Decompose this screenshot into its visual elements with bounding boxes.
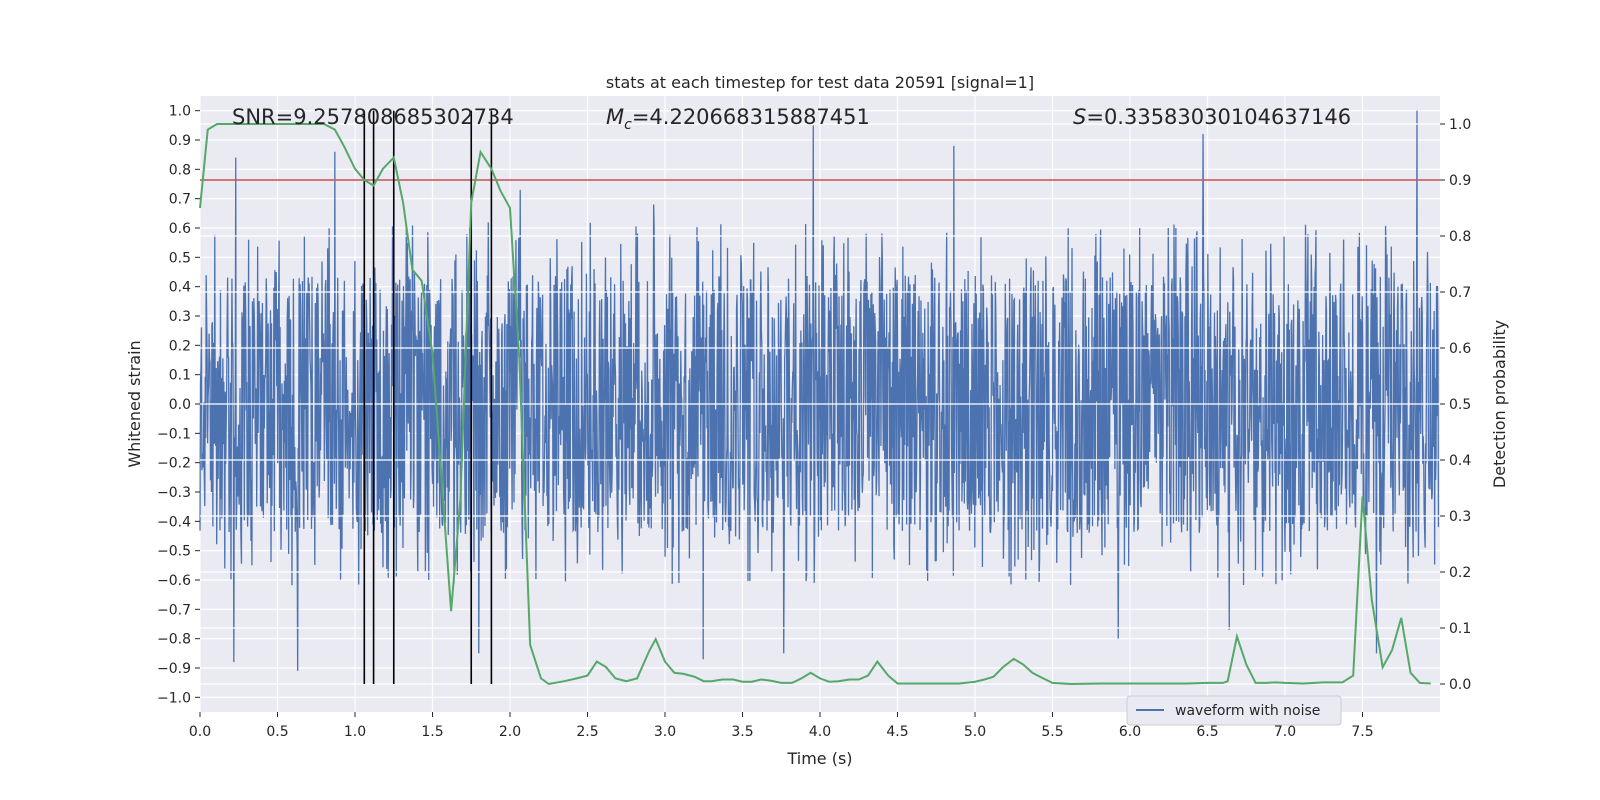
- mc-value: =4.220668315887451: [632, 105, 870, 129]
- x-tick-label: 2.5: [576, 724, 598, 740]
- x-tick-label: 3.5: [731, 724, 753, 740]
- y2-tick-label: 0.8: [1449, 229, 1471, 245]
- probability-line: [199, 123, 1431, 686]
- y2-tick-label: 0.9: [1449, 173, 1471, 189]
- chart-title: stats at each timestep for test data 205…: [606, 73, 1034, 92]
- y2-axis-ticks: 0.0 0.1 0.2 0.3 0.4 0.5 0.6 0.7 0.8 0.9 1.0: [1440, 117, 1471, 693]
- x-tick-label: 1.0: [344, 724, 366, 740]
- y2-tick-label: 0.1: [1449, 621, 1471, 637]
- waveform-line: [199, 110, 1440, 671]
- y-tick-label: −0.2: [157, 456, 191, 472]
- y2-tick-label: 0.0: [1449, 677, 1471, 693]
- y-tick-label: 0.7: [169, 192, 191, 208]
- y-tick-label: −0.8: [157, 632, 191, 648]
- probability-series: [199, 123, 1431, 686]
- y2-tick-label: 0.7: [1449, 285, 1471, 301]
- y-axis-label: Whitened strain: [125, 340, 144, 467]
- y-tick-label: 0.6: [169, 221, 191, 237]
- x-tick-label: 0.0: [189, 724, 211, 740]
- y2-tick-label: 0.2: [1449, 565, 1471, 581]
- x-tick-label: 0.5: [266, 724, 288, 740]
- y2-tick-label: 0.3: [1449, 509, 1471, 525]
- x-tick-label: 3.0: [654, 724, 676, 740]
- y-tick-label: −0.4: [157, 514, 191, 530]
- y-tick-label: −0.1: [157, 426, 191, 442]
- legend: waveform with noise: [1126, 695, 1342, 726]
- y-tick-label: 0.9: [169, 133, 191, 149]
- y-tick-label: 0.8: [169, 162, 191, 178]
- y2-axis-label: Detection probability: [1490, 320, 1509, 488]
- legend-box: [1126, 695, 1342, 726]
- y-tick-label: 0.1: [169, 368, 191, 384]
- y-tick-label: 0.0: [169, 397, 191, 413]
- y2-tick-label: 0.4: [1449, 453, 1471, 469]
- x-tick-label: 6.0: [1119, 724, 1141, 740]
- x-tick-label: 6.5: [1196, 724, 1218, 740]
- y-tick-label: 1.0: [169, 104, 191, 120]
- x-tick-label: 5.5: [1041, 724, 1063, 740]
- x-axis-ticks: 0.0 0.5 1.0 1.5 2.0 2.5 3.0 3.5 4.0 4.5 5.0 5.5 6.0 6…: [189, 712, 1374, 740]
- y-tick-label: −0.3: [157, 485, 191, 501]
- s-value: =0.33583030104637146: [1086, 105, 1351, 129]
- mc-subscript: c: [624, 117, 632, 133]
- legend-label: waveform with noise: [1175, 703, 1320, 719]
- y-tick-label: 0.4: [169, 280, 191, 296]
- mc-annotation: Mc=4.220668315887451: [606, 105, 870, 133]
- y-tick-label: 0.5: [169, 250, 191, 266]
- y-axis-ticks: −1.0 −0.9 −0.8 −0.7 −0.6 −0.5 −0.4 −0.3 −0.2 −0.1…: [157, 104, 200, 706]
- x-tick-label: 4.5: [886, 724, 908, 740]
- y2-tick-label: 1.0: [1449, 117, 1471, 133]
- x-tick-label: 1.5: [421, 724, 443, 740]
- x-tick-label: 7.5: [1351, 724, 1373, 740]
- mc-symbol: M: [606, 105, 624, 129]
- snr-annotation: SNR=9.257808685302734: [232, 105, 514, 129]
- s-symbol: S: [1073, 105, 1086, 129]
- y-tick-label: −0.7: [157, 602, 191, 618]
- waveform-series: [199, 110, 1440, 671]
- y-tick-label: −1.0: [157, 690, 191, 706]
- x-tick-label: 5.0: [964, 724, 986, 740]
- y-tick-label: −0.9: [157, 661, 191, 677]
- y-tick-label: −0.6: [157, 573, 191, 589]
- y-tick-label: 0.2: [169, 338, 191, 354]
- y2-tick-label: 0.5: [1449, 397, 1471, 413]
- y-tick-label: −0.5: [157, 544, 191, 560]
- y-tick-label: 0.3: [169, 309, 191, 325]
- x-axis-label: Time (s): [786, 749, 852, 768]
- y2-tick-label: 0.6: [1449, 341, 1471, 357]
- x-tick-label: 4.0: [809, 724, 831, 740]
- x-tick-label: 2.0: [499, 724, 521, 740]
- s-annotation: S=0.33583030104637146: [1073, 105, 1351, 129]
- x-tick-label: 7.0: [1274, 724, 1296, 740]
